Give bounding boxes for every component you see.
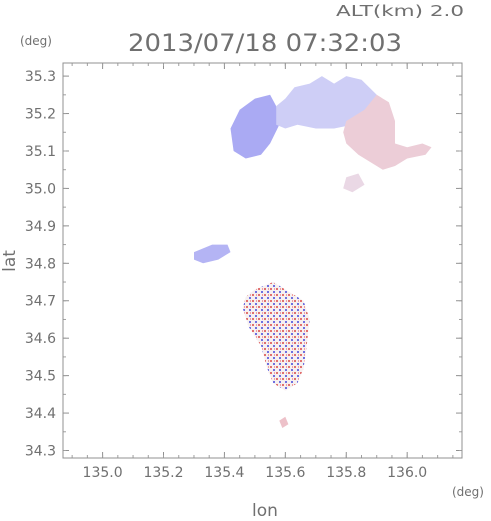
echo-region-north-red <box>343 94 432 170</box>
y-tick-label: 34.8 <box>25 256 56 272</box>
y-tick-label: 35.3 <box>25 69 56 85</box>
y-tick-label: 35.2 <box>25 107 56 123</box>
x-tick-label: 135.4 <box>204 465 244 481</box>
y-tick-label: 34.9 <box>25 219 56 235</box>
x-tick-label: 135.2 <box>143 465 183 481</box>
axis-group: 135.0 135.2 135.4 135.6 135.8 136.0 34.3 34.4 34… <box>25 63 462 481</box>
y-tick-label: 34.3 <box>25 444 56 460</box>
y-tick-label: 35.1 <box>25 144 56 160</box>
y-tick-label: 34.4 <box>25 406 56 422</box>
echo-region-south-tip <box>279 416 289 428</box>
timestamp-title: 2013/07/18 07:32:03 <box>128 29 402 57</box>
x-tick-label: 135.6 <box>265 465 305 481</box>
y-tick-label: 34.7 <box>25 294 56 310</box>
echo-region-south-cluster <box>242 282 310 391</box>
echo-region-west-blue-patch <box>194 244 231 264</box>
echo-region-north-blue-west <box>230 94 280 159</box>
y-unit-label: (deg) <box>20 34 52 48</box>
echo-region-north-blue-east <box>276 76 377 129</box>
x-unit-label: (deg) <box>452 485 484 499</box>
x-axis-label: lon <box>252 501 278 521</box>
altitude-label: ALT(km) 2.0 <box>336 2 464 20</box>
echo-region-mid-cluster-east <box>343 173 365 193</box>
x-tick-label: 136.0 <box>387 465 427 481</box>
echo-regions <box>194 76 432 428</box>
x-tick-label: 135.8 <box>326 465 366 481</box>
plot-frame <box>62 62 463 459</box>
x-tick-label: 135.0 <box>83 465 123 481</box>
y-axis-label: lat <box>0 250 20 272</box>
y-tick-label: 34.6 <box>25 331 56 347</box>
y-tick-label: 34.5 <box>25 369 56 385</box>
y-tick-label: 35.0 <box>25 181 56 197</box>
